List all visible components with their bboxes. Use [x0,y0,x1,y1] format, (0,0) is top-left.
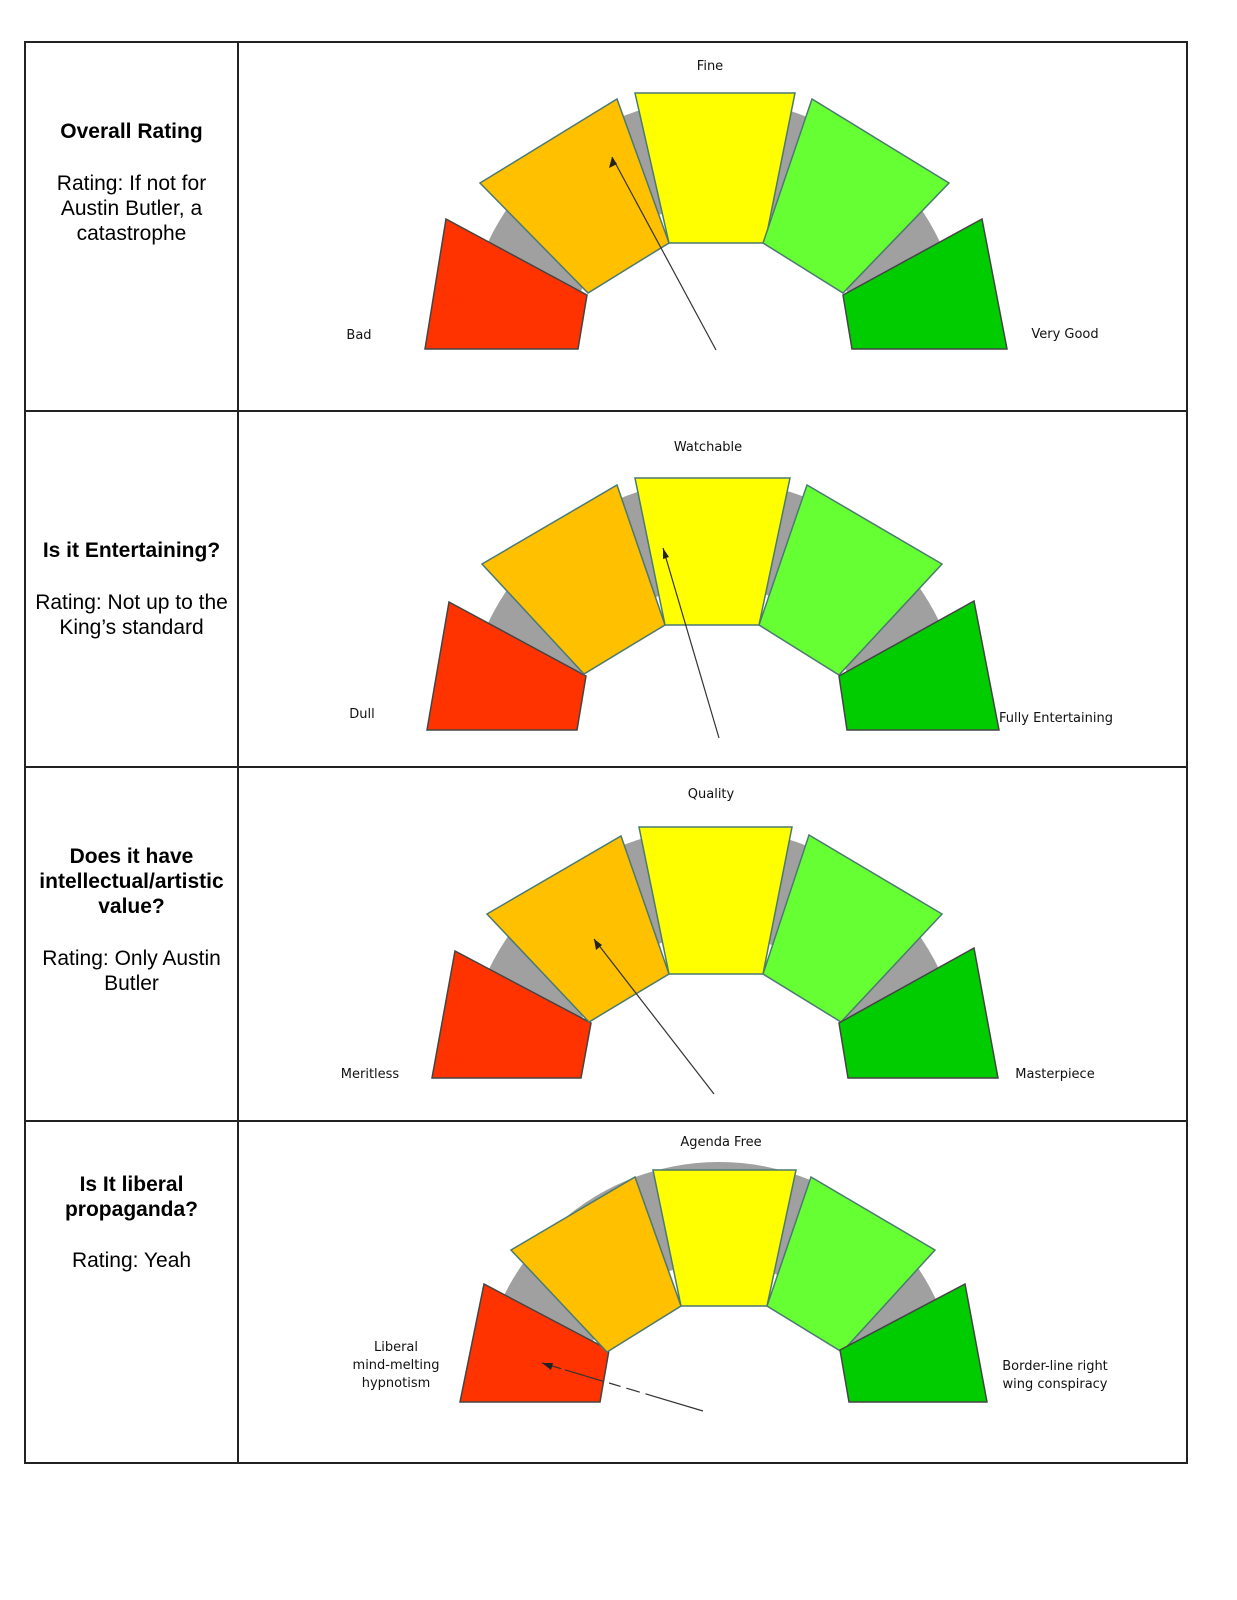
gauge-left-label: Bad [346,328,371,343]
needle-arrowhead [609,157,617,168]
rating-row-overall: Overall Rating Rating: If not for Austin… [26,43,1186,412]
gauge-left-label-line-2: mind-melting [353,1358,440,1373]
needle-arrowhead [542,1363,553,1370]
gauge-chart: Fine Bad Very Good [346,59,1099,351]
rating-text: Rating: Not up to the King’s standard [35,591,228,639]
gauge-segment-red [424,217,588,350]
needle-arrowhead [594,939,602,950]
gauge-segment-green [839,1282,988,1403]
question-title: Is it Entertaining? [42,539,221,562]
gauge-segment-green [838,946,999,1079]
rating-row-propaganda: Is It liberal propaganda? Rating: Yeah A… [26,1122,1186,1462]
gauge-segment-light-green [758,483,944,676]
question-cell: Does it have intellectual/artistic value… [26,768,239,1120]
question-title: Does it have intellectual/artistic value… [39,845,224,918]
question-title: Overall Rating [60,120,203,143]
question-cell: Overall Rating Rating: If not for Austin… [26,43,239,410]
gauge-segment-red [426,600,587,731]
gauge-segment-green [838,599,1000,731]
rating-row-artistic-value: Does it have intellectual/artistic value… [26,768,1186,1122]
rating-table: Overall Rating Rating: If not for Austin… [24,41,1188,1464]
rating-row-entertaining: Is it Entertaining? Rating: Not up to th… [26,412,1186,768]
rating-text: Rating: Only Austin Butler [42,947,221,995]
rating-text: Rating: Yeah [71,1249,192,1272]
gauge-right-label: Fully Entertaining [999,711,1113,726]
gauge-right-label-line-1: Border-line right [1002,1359,1108,1374]
gauge-right-label: Very Good [1031,327,1098,342]
gauge-top-label: Agenda Free [680,1135,761,1150]
gauge-segment-red [431,949,592,1079]
gauge-top-label: Watchable [674,440,742,455]
gauge-needle [611,156,717,351]
gauge-cell: Quality Meritless Masterpiece [239,768,1186,1120]
gauge-left-label: Dull [349,707,374,722]
gauge-top-label: Quality [688,787,735,802]
gauge-right-label-line-2: wing conspiracy [1003,1377,1108,1392]
gauge-left-label: Meritless [341,1067,400,1082]
gauge-needle [662,547,720,739]
gauge-chart: Agenda Free Liberal mind-melting hypnoti… [353,1135,1108,1412]
gauge-cell: Watchable Dull Fully Entertaining [239,412,1186,766]
needle-arrowhead [663,548,669,559]
gauge-chart: Watchable Dull Fully Entertaining [349,440,1113,739]
gauge-segment-light-green [762,97,951,294]
gauge-cell: Fine Bad Very Good [239,43,1186,410]
gauge-cell: Agenda Free Liberal mind-melting hypnoti… [239,1122,1186,1462]
gauge-right-label: Masterpiece [1015,1067,1094,1082]
gauge-needle [541,1362,704,1412]
gauge-needle [593,938,715,1095]
rating-text: Rating: If not for Austin Butler, a cata… [56,172,207,245]
question-title: Is It liberal propaganda? [64,1173,198,1221]
gauge-top-label: Fine [697,59,723,74]
gauge-segment-green [842,217,1008,350]
question-cell: Is It liberal propaganda? Rating: Yeah [26,1122,239,1462]
gauge-left-label-line-1: Liberal [374,1340,418,1355]
question-cell: Is it Entertaining? Rating: Not up to th… [26,412,239,766]
gauge-left-label-line-3: hypnotism [362,1376,431,1391]
gauge-chart: Quality Meritless Masterpiece [341,787,1095,1095]
